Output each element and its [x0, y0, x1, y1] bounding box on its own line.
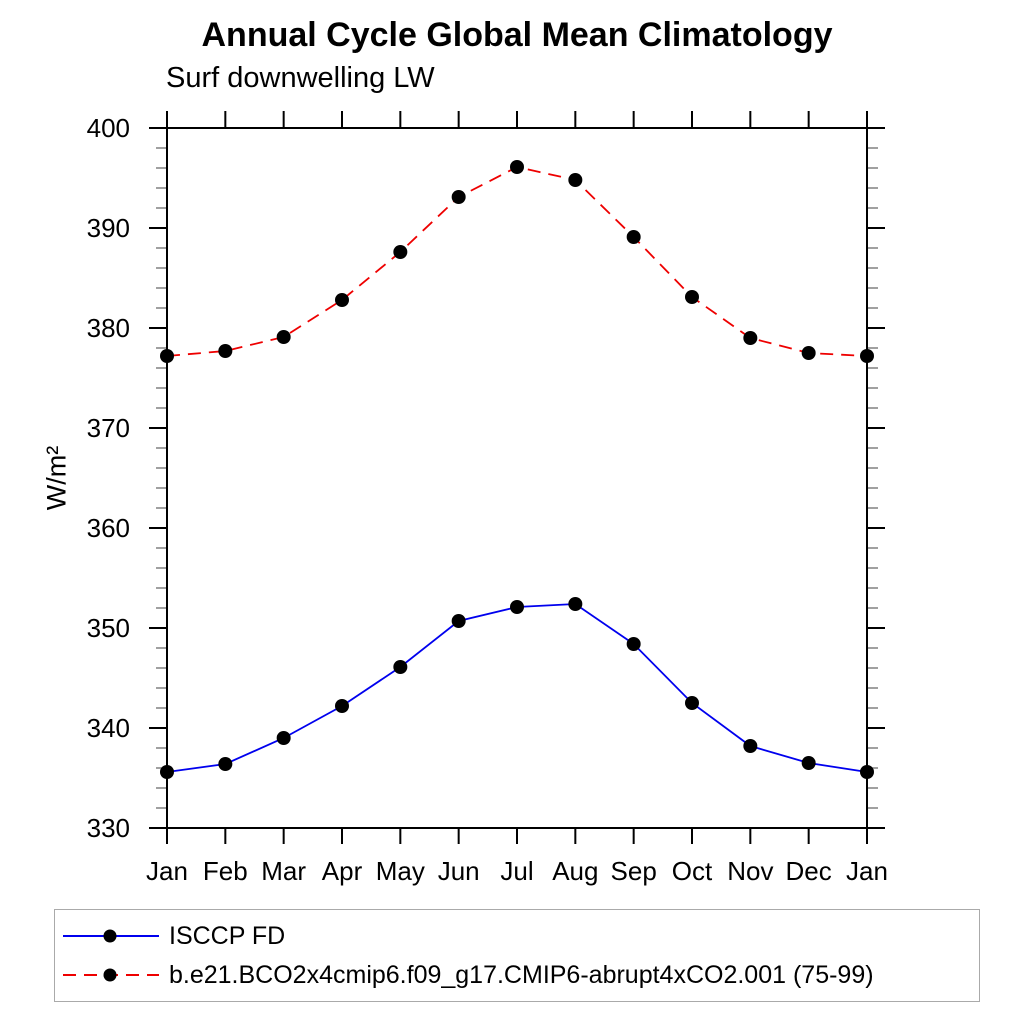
data-point-marker	[685, 696, 699, 710]
data-point-marker	[451, 614, 466, 628]
legend: ISCCP FD b.e21.BCO2x4cmip6.f09_g17.CMIP6…	[54, 909, 980, 1002]
y-tick-label: 360	[87, 513, 130, 543]
series-line-0	[166, 603, 868, 773]
chart-subtitle: Surf downwelling LW	[166, 62, 435, 94]
data-point-marker	[626, 637, 641, 651]
legend-line-sample	[63, 968, 159, 982]
y-tick-label: 390	[87, 213, 130, 243]
y-tick-label: 340	[87, 713, 130, 743]
x-tick-label: Feb	[203, 856, 248, 886]
data-point-marker	[510, 600, 524, 614]
x-tick-label: Dec	[786, 856, 832, 886]
data-point-marker	[335, 699, 349, 713]
data-point-marker	[218, 757, 233, 771]
legend-label: ISCCP FD	[169, 921, 286, 950]
data-point-marker	[860, 349, 874, 363]
x-tick-label: Nov	[727, 856, 773, 886]
x-tick-label: Jul	[500, 856, 533, 886]
data-point-marker	[393, 245, 408, 259]
data-point-marker	[626, 230, 641, 244]
legend-item: ISCCP FD	[62, 921, 979, 951]
legend-label: b.e21.BCO2x4cmip6.f09_g17.CMIP6-abrupt4x…	[169, 960, 874, 989]
data-point-marker	[335, 293, 349, 307]
x-tick-label: Aug	[552, 856, 598, 886]
y-tick-label: 350	[87, 613, 130, 643]
data-point-marker	[801, 756, 816, 770]
data-point-marker	[160, 349, 174, 363]
y-tick-label: 380	[87, 313, 130, 343]
y-tick-label: 370	[87, 413, 130, 443]
legend-item: b.e21.BCO2x4cmip6.f09_g17.CMIP6-abrupt4x…	[62, 960, 979, 990]
data-point-marker	[160, 765, 174, 779]
data-point-marker	[276, 731, 291, 745]
x-tick-label: Jan	[846, 856, 888, 886]
data-point-marker	[685, 290, 699, 304]
y-tick-label: 330	[87, 813, 130, 843]
data-point-marker	[568, 173, 583, 187]
x-tick-label: Oct	[672, 856, 713, 886]
data-point-marker	[743, 739, 758, 753]
x-tick-label: Apr	[322, 856, 363, 886]
legend-line-sample	[63, 929, 159, 943]
x-tick-label: Sep	[611, 856, 657, 886]
data-point-marker	[743, 331, 758, 345]
series-line-1	[166, 166, 868, 357]
y-tick-label: 400	[87, 113, 130, 143]
x-tick-label: Jun	[438, 856, 480, 886]
data-point-marker	[393, 660, 408, 674]
data-point-marker	[510, 160, 524, 174]
x-tick-label: May	[376, 856, 425, 886]
chart-title: Annual Cycle Global Mean Climatology	[201, 16, 833, 54]
data-point-marker	[860, 765, 874, 779]
data-point-marker	[801, 346, 816, 360]
x-tick-label: Mar	[261, 856, 306, 886]
data-point-marker	[218, 344, 233, 358]
data-point-marker	[568, 597, 583, 611]
data-point-marker	[276, 330, 291, 344]
data-point-marker	[451, 190, 466, 204]
x-tick-label: Jan	[146, 856, 188, 886]
plot-box	[166, 127, 868, 829]
